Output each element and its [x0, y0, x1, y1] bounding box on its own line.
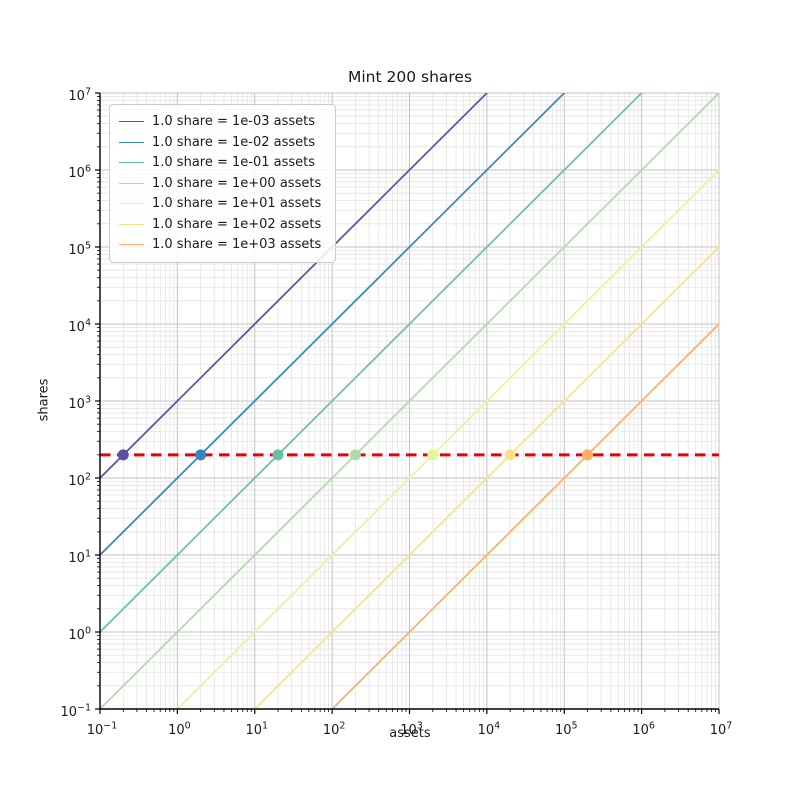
marker-dot [427, 449, 439, 461]
intersection-markers [117, 449, 594, 461]
marker-dot [195, 449, 207, 461]
series-line [100, 93, 643, 633]
legend-line-swatch [119, 244, 144, 246]
legend-item: 1.0 share = 1e-01 assets [119, 153, 321, 173]
legend-item-label: 1.0 share = 1e+03 assets [152, 237, 322, 253]
legend-line-swatch [119, 121, 144, 123]
legend-item: 1.0 share = 1e+00 assets [119, 174, 321, 194]
y-tick-label: 105 [68, 241, 91, 259]
legend-item: 1.0 share = 1e+02 assets [119, 215, 321, 235]
legend-line-swatch [119, 203, 144, 205]
y-tick-label: 107 [68, 87, 91, 105]
series-line [330, 323, 719, 709]
legend-line-swatch [119, 162, 144, 164]
y-tick-label: 106 [68, 164, 91, 182]
y-tick-label: 10−1 [60, 703, 91, 721]
marker-dot [272, 449, 284, 461]
legend-line-swatch [119, 182, 144, 184]
x-axis-label: assets [389, 726, 431, 741]
chart-title: Mint 200 shares [347, 68, 473, 86]
y-tick-label: 101 [68, 549, 91, 567]
y-tick-label: 100 [68, 626, 91, 644]
legend-item: 1.0 share = 1e+01 assets [119, 194, 321, 214]
series-line [100, 93, 719, 709]
legend-item: 1.0 share = 1e-03 assets [119, 112, 321, 132]
legend-item-label: 1.0 share = 1e-01 assets [152, 155, 316, 171]
marker-dot [504, 449, 516, 461]
y-tick-label: 102 [68, 472, 91, 490]
series-line [100, 93, 489, 479]
legend-item-label: 1.0 share = 1e+00 assets [152, 175, 322, 191]
y-tick-label: 103 [68, 395, 91, 413]
marker-dot [117, 449, 129, 461]
legend-item: 1.0 share = 1e+03 assets [119, 235, 321, 255]
legend-line-swatch [119, 223, 144, 225]
marker-dot [349, 449, 361, 461]
y-tick-label: 104 [68, 318, 91, 336]
legend-item-label: 1.0 share = 1e+01 assets [152, 196, 322, 212]
legend-line-swatch [119, 141, 144, 143]
legend-item-label: 1.0 share = 1e-02 assets [152, 134, 316, 150]
legend: 1.0 share = 1e-03 assets 1.0 share = 1e-0… [109, 104, 337, 263]
legend-item: 1.0 share = 1e-02 assets [119, 133, 321, 153]
series-line [176, 169, 719, 709]
y-axis-label: shares [36, 378, 52, 422]
marker-dot [582, 449, 594, 461]
series-lines [100, 93, 719, 709]
legend-item-label: 1.0 share = 1e+02 assets [152, 216, 322, 232]
axis-ticks [95, 92, 720, 714]
legend-item-label: 1.0 share = 1e-03 assets [152, 114, 316, 130]
series-line [253, 246, 719, 709]
